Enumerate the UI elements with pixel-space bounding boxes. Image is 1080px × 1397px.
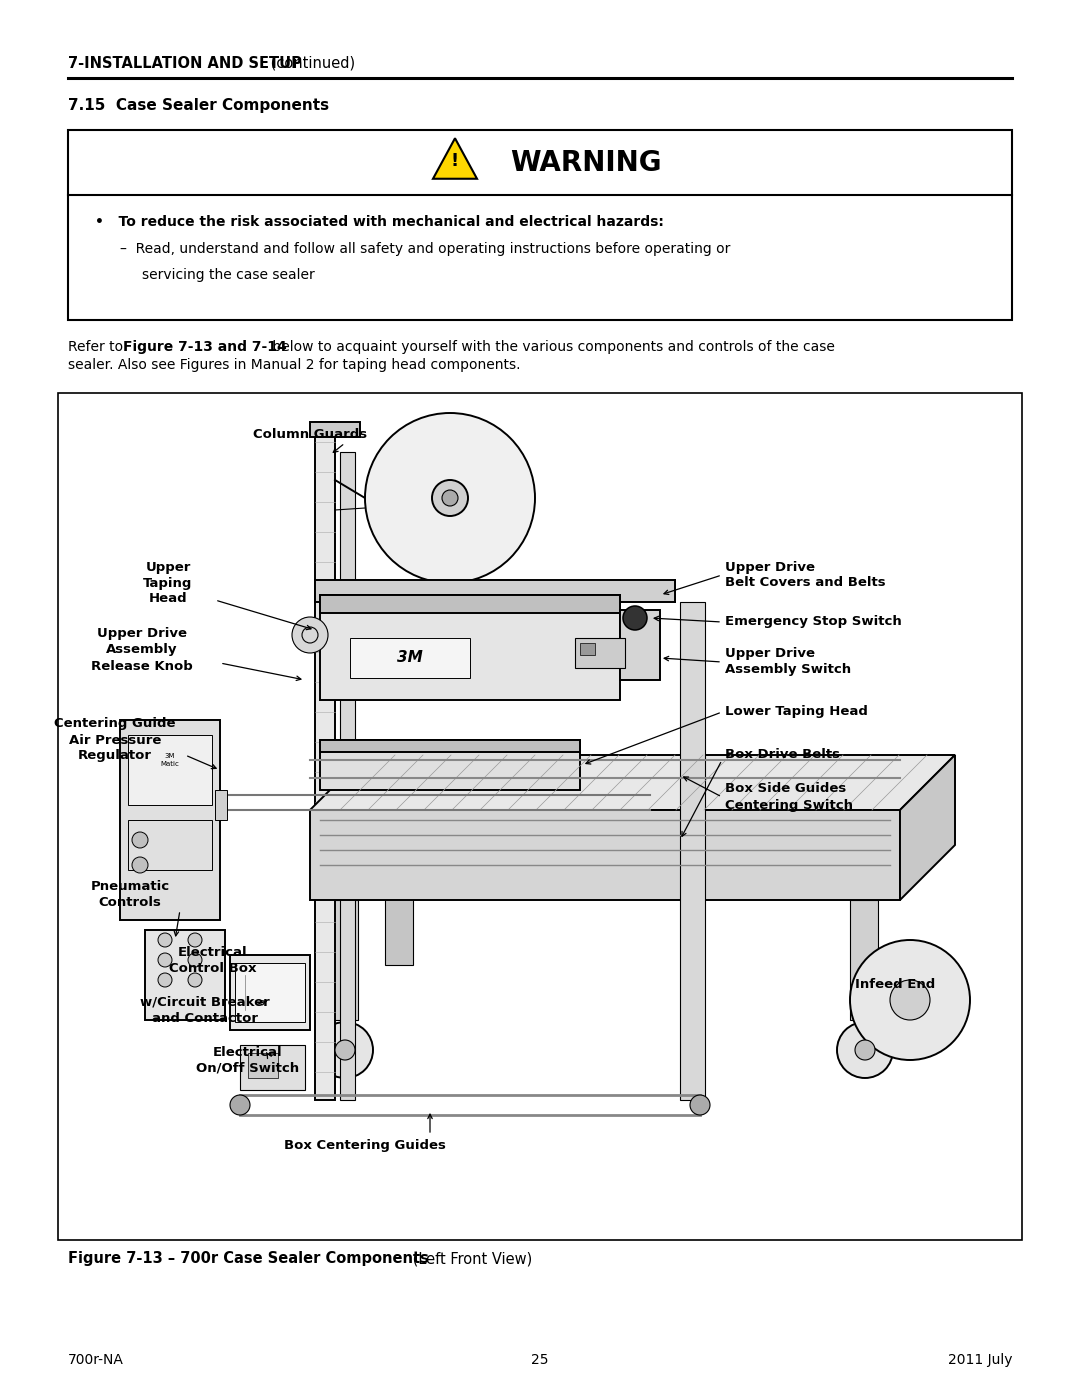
Text: (continued): (continued) [266, 56, 355, 71]
Bar [230, 956, 310, 1030]
Text: sealer. Also see Figures in Manual 2 for taping head components.: sealer. Also see Figures in Manual 2 for… [68, 358, 521, 372]
Circle shape [132, 833, 148, 848]
Text: Centering Guide
Air Pressure
Regulator: Centering Guide Air Pressure Regulator [54, 718, 176, 763]
Circle shape [188, 972, 202, 988]
Text: Electrical
On/Off Switch: Electrical On/Off Switch [197, 1045, 299, 1074]
Circle shape [335, 1039, 355, 1060]
Text: Upper
Taping
Head: Upper Taping Head [144, 560, 192, 605]
Circle shape [432, 481, 468, 515]
Polygon shape [433, 138, 477, 179]
Polygon shape [900, 754, 955, 900]
Bar [315, 580, 675, 602]
Text: Upper Drive
Assembly
Release Knob: Upper Drive Assembly Release Knob [91, 627, 193, 672]
Bar [350, 638, 470, 678]
Circle shape [855, 1039, 875, 1060]
Text: (Left Front View): (Left Front View) [408, 1250, 532, 1266]
Circle shape [158, 933, 172, 947]
Polygon shape [310, 754, 955, 810]
Bar [320, 595, 620, 700]
Text: 3M: 3M [397, 651, 423, 665]
Text: servicing the case sealer: servicing the case sealer [141, 268, 314, 282]
Text: Box Drive Belts: Box Drive Belts [725, 749, 840, 761]
Text: Electrical
Control Box: Electrical Control Box [170, 946, 257, 975]
Text: WARNING: WARNING [510, 149, 661, 177]
Text: 25: 25 [531, 1354, 549, 1368]
Bar [850, 900, 878, 1020]
Circle shape [188, 933, 202, 947]
Circle shape [442, 490, 458, 506]
Bar [129, 820, 212, 870]
Text: below to acquaint yourself with the various components and controls of the case: below to acquaint yourself with the vari… [268, 339, 835, 353]
Text: Figure 7-13 and 7-14: Figure 7-13 and 7-14 [123, 339, 287, 353]
Text: 7.15  Case Sealer Components: 7.15 Case Sealer Components [68, 98, 329, 113]
Text: Upper Drive
Belt Covers and Belts: Upper Drive Belt Covers and Belts [725, 560, 886, 590]
Circle shape [623, 606, 647, 630]
Bar [340, 453, 355, 1099]
Bar [575, 638, 625, 668]
Circle shape [158, 953, 172, 967]
Text: 700r-NA: 700r-NA [68, 1354, 124, 1368]
Text: Box Side Guides
Centering Switch: Box Side Guides Centering Switch [725, 782, 853, 812]
Text: Emergency Stop Switch: Emergency Stop Switch [725, 616, 902, 629]
Text: Upper Drive
Assembly Switch: Upper Drive Assembly Switch [725, 647, 851, 676]
Bar [320, 740, 580, 752]
Bar [320, 740, 580, 789]
Bar [680, 602, 705, 1099]
Bar [120, 719, 220, 921]
Text: Lower Taping Head: Lower Taping Head [725, 705, 868, 718]
Text: Box Centering Guides: Box Centering Guides [284, 1139, 446, 1151]
Bar [240, 1045, 305, 1090]
Bar [68, 130, 1012, 320]
Text: !: ! [451, 152, 459, 170]
Circle shape [292, 617, 328, 652]
Text: 2011 July: 2011 July [947, 1354, 1012, 1368]
Bar [620, 610, 660, 680]
Bar [235, 963, 305, 1023]
Polygon shape [310, 810, 900, 900]
Circle shape [230, 1095, 249, 1115]
Bar [215, 789, 227, 820]
Circle shape [365, 414, 535, 583]
Text: Infeed End: Infeed End [855, 978, 935, 992]
Bar [145, 930, 225, 1020]
Circle shape [837, 1023, 893, 1078]
Text: Refer to: Refer to [68, 339, 127, 353]
Text: Figure 7-13 – 700r Case Sealer Components: Figure 7-13 – 700r Case Sealer Component… [68, 1250, 429, 1266]
Text: w/Circuit Breaker
and Contactor: w/Circuit Breaker and Contactor [140, 996, 270, 1024]
Circle shape [132, 856, 148, 873]
Circle shape [890, 981, 930, 1020]
Text: •   To reduce the risk associated with mechanical and electrical hazards:: • To reduce the risk associated with mec… [95, 215, 664, 229]
Bar [330, 900, 357, 1020]
Bar [248, 1053, 278, 1078]
Bar [320, 595, 620, 613]
Bar [580, 643, 595, 655]
Text: Pneumatic
Controls: Pneumatic Controls [91, 880, 170, 909]
Text: –  Read, understand and follow all safety and operating instructions before oper: – Read, understand and follow all safety… [120, 242, 730, 256]
Bar [310, 422, 360, 437]
Circle shape [690, 1095, 710, 1115]
Bar [58, 393, 1022, 1241]
Bar [384, 845, 413, 965]
Circle shape [318, 1023, 373, 1078]
Circle shape [850, 940, 970, 1060]
Text: 3M
Matic: 3M Matic [161, 753, 179, 767]
Bar [315, 422, 335, 1099]
Circle shape [158, 972, 172, 988]
Text: Column Guards: Column Guards [253, 429, 367, 441]
Circle shape [188, 953, 202, 967]
Text: 7-INSTALLATION AND SETUP: 7-INSTALLATION AND SETUP [68, 56, 302, 71]
Bar [129, 735, 212, 805]
